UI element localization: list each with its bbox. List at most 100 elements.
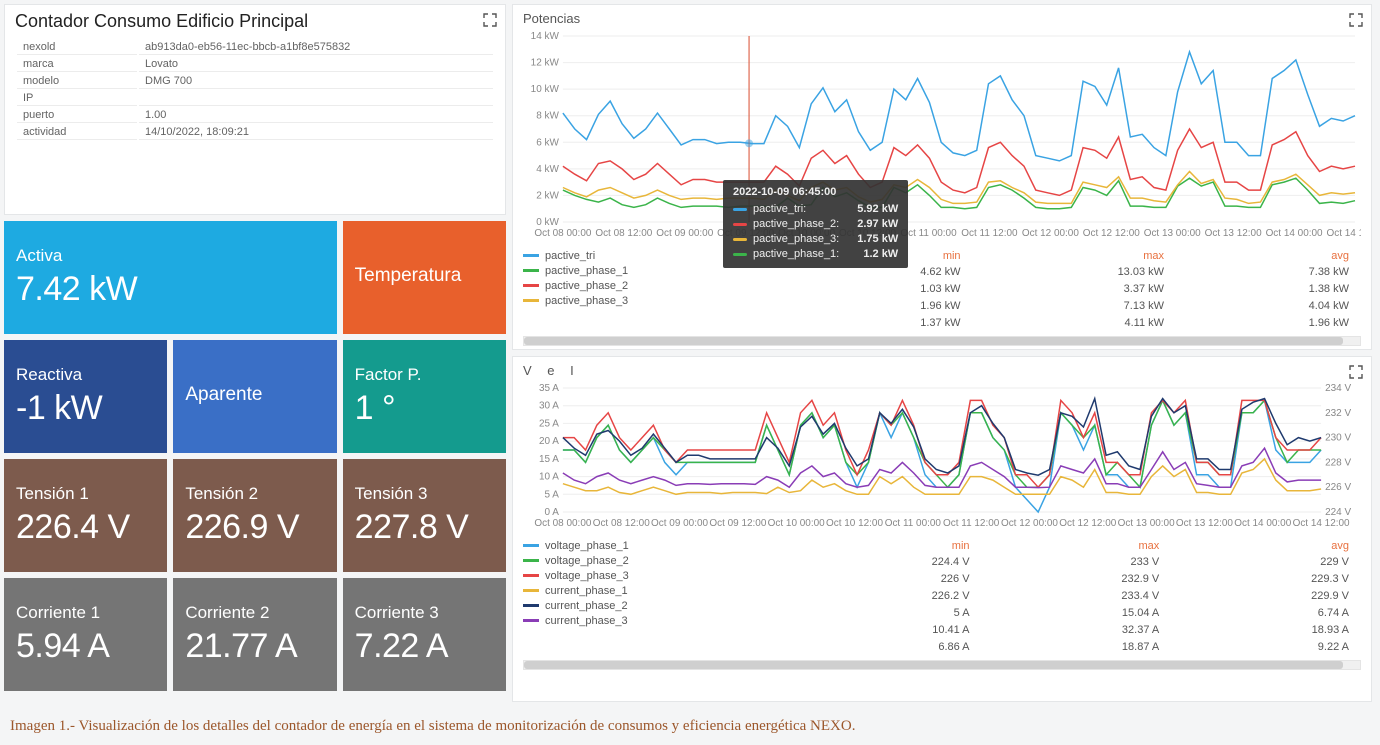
tile-corriente3[interactable]: Corriente 3 7.22 A [343,578,506,691]
legend-item[interactable]: voltage_phase_3 [523,568,723,583]
tile-value: 1 ° [355,389,494,428]
svg-text:Oct 09 12:00: Oct 09 12:00 [717,228,774,239]
tile-label: Reactiva [16,365,155,385]
meta-value: 14/10/2022, 18:09:21 [139,125,493,140]
horizontal-scrollbar[interactable] [523,336,1361,346]
legend-item[interactable]: current_phase_2 [523,598,723,613]
svg-text:25 A: 25 A [539,418,559,429]
legend-item[interactable]: pactive_phase_3 [523,293,723,308]
tile-corriente2[interactable]: Corriente 221.77 A [173,578,336,691]
svg-text:224 V: 224 V [1325,507,1351,518]
stats-row: 5 A15.04 A6.74 A [725,605,1359,620]
svg-text:4 kW: 4 kW [536,164,559,175]
meta-value: 1.00 [139,108,493,123]
svg-text:Oct 11 12:00: Oct 11 12:00 [943,518,1000,529]
svg-text:Oct 11 00:00: Oct 11 00:00 [900,228,957,239]
tile-tension3[interactable]: Tensión 3227.8 V [343,459,506,572]
tiles-grid: Activa7.42 kW Temperatura Reactiva-1 kW Apa… [4,221,506,691]
tile-value: 226.9 V [185,508,324,547]
tile-tension1[interactable]: Tensión 1226.4 V [4,459,167,572]
stats-table: minmaxavg4.62 kW13.03 kW7.38 kW1.03 kW3.… [723,248,1361,332]
expand-icon[interactable] [1349,365,1363,379]
stats-row: 6.86 A18.87 A9.22 A [725,639,1359,654]
svg-text:5 A: 5 A [545,489,560,500]
svg-text:Oct 14 12:00: Oct 14 12:00 [1293,518,1350,529]
svg-text:Oct 08 00:00: Oct 08 00:00 [534,228,591,239]
stats-row: 224.4 V233 V229 V [725,554,1359,569]
tile-label: Tensión 2 [185,484,324,504]
svg-text:35 A: 35 A [539,383,559,394]
tile-value: 5.94 A [16,627,155,666]
legend-label: voltage_phase_1 [545,540,629,552]
svg-text:15 A: 15 A [539,454,559,465]
svg-text:10 A: 10 A [539,472,559,483]
svg-text:232 V: 232 V [1325,408,1351,419]
legend-item[interactable]: current_phase_3 [523,613,723,628]
tile-label: Corriente 2 [185,603,324,623]
tile-corriente1[interactable]: Corriente 15.94 A [4,578,167,691]
legend-label: pactive_tri [545,250,595,262]
legend-label: pactive_phase_2 [545,280,628,292]
tile-label: Temperatura [355,265,462,287]
meta-value: ab913da0-eb56-11ec-bbcb-a1bf8e575832 [139,40,493,55]
svg-text:14 kW: 14 kW [531,31,560,42]
meta-table: nexoldab913da0-eb56-11ec-bbcb-a1bf8e5758… [15,38,495,142]
svg-text:10 kW: 10 kW [531,84,560,95]
legend-label: current_phase_3 [545,615,628,627]
meta-key: nexold [17,40,137,55]
svg-text:8 kW: 8 kW [536,111,559,122]
legend-label: pactive_phase_1 [545,265,628,277]
legend-item[interactable]: voltage_phase_1 [523,538,723,553]
chart-area[interactable]: 0 kW2 kW4 kW6 kW8 kW10 kW12 kW14 kWOct 0… [523,30,1361,242]
legend-item[interactable]: pactive_tri [523,248,723,263]
tile-label: Corriente 3 [355,603,494,623]
svg-text:Oct 10 00:00: Oct 10 00:00 [768,518,825,529]
figure-caption: Imagen 1.- Visualización de los detalles… [4,714,1376,739]
svg-text:Oct 12 12:00: Oct 12 12:00 [1059,518,1116,529]
tile-activa[interactable]: Activa7.42 kW [4,221,337,334]
tile-label: Aparente [185,384,262,406]
svg-text:Oct 13 00:00: Oct 13 00:00 [1144,228,1201,239]
meta-value: DMG 700 [139,74,493,89]
svg-text:Oct 10 12:00: Oct 10 12:00 [826,518,883,529]
stats-row: 226 V232.9 V229.3 V [725,571,1359,586]
stats-row: 1.03 kW3.37 kW1.38 kW [725,281,1359,296]
svg-text:Oct 10 12:00: Oct 10 12:00 [839,228,896,239]
legend-item[interactable]: voltage_phase_2 [523,553,723,568]
svg-text:Oct 13 12:00: Oct 13 12:00 [1176,518,1233,529]
meta-value [139,91,493,106]
legend-item[interactable]: pactive_phase_2 [523,278,723,293]
tile-reactiva[interactable]: Reactiva-1 kW [4,340,167,453]
tile-label: Tensión 1 [16,484,155,504]
stats-row: 226.2 V233.4 V229.9 V [725,588,1359,603]
expand-icon[interactable] [1349,13,1363,27]
svg-text:230 V: 230 V [1325,433,1351,444]
horizontal-scrollbar[interactable] [523,660,1361,670]
tile-temperatura[interactable]: Temperatura [343,221,506,334]
tile-value: 7.22 A [355,627,494,666]
svg-text:20 A: 20 A [539,436,559,447]
stats-row: 4.62 kW13.03 kW7.38 kW [725,264,1359,279]
legend-label: voltage_phase_2 [545,555,629,567]
svg-text:Oct 12 00:00: Oct 12 00:00 [1022,228,1079,239]
tile-tension2[interactable]: Tensión 2 226.9 V [173,459,336,572]
meta-key: modelo [17,74,137,89]
chart-title: Potencias [523,11,1361,26]
svg-text:0 A: 0 A [545,507,560,518]
svg-text:6 kW: 6 kW [536,137,559,148]
stats-row: 1.96 kW7.13 kW4.04 kW [725,298,1359,313]
tile-factorp[interactable]: Factor P. 1 ° [343,340,506,453]
svg-text:Oct 13 00:00: Oct 13 00:00 [1118,518,1175,529]
legend-item[interactable]: pactive_phase_1 [523,263,723,278]
meta-key: IP [17,91,137,106]
legend-label: voltage_phase_3 [545,570,629,582]
chart-area[interactable]: 0 A5 A10 A15 A20 A25 A30 A35 A224 V226 V… [523,382,1361,532]
tile-aparente[interactable]: Aparente [173,340,336,453]
chart-title: V e I [523,363,1361,378]
svg-text:Oct 12 12:00: Oct 12 12:00 [1083,228,1140,239]
info-panel: Contador Consumo Edificio Principal nexo… [4,4,506,215]
tile-label: Factor P. [355,365,494,385]
legend-item[interactable]: current_phase_1 [523,583,723,598]
expand-icon[interactable] [483,13,497,27]
svg-text:228 V: 228 V [1325,457,1351,468]
